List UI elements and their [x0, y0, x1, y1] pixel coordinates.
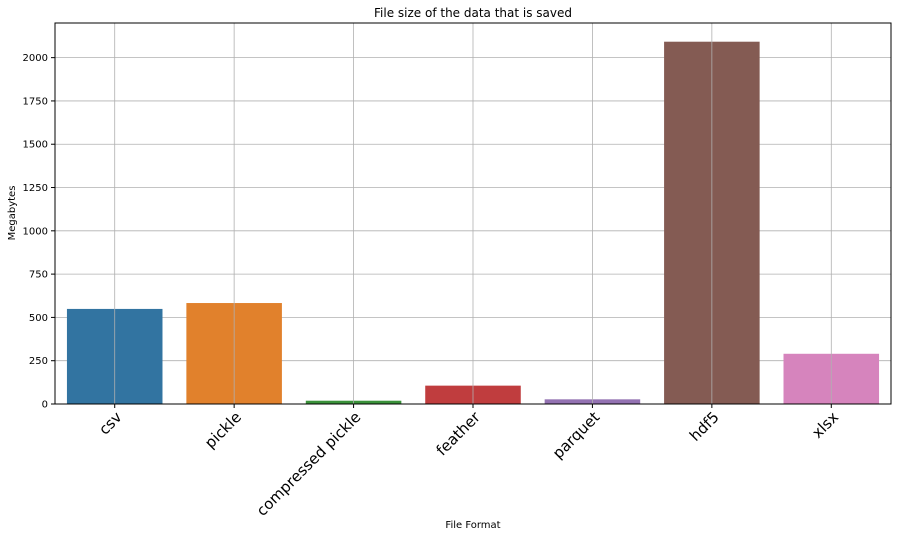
x-axis-label: File Format	[445, 520, 500, 531]
x-tick-label: compressed pickle	[253, 408, 365, 520]
y-tick-label: 1750	[23, 96, 48, 107]
x-tick-label: parquet	[549, 408, 603, 462]
chart-title: File size of the data that is saved	[374, 6, 572, 20]
y-axis-label: Megabytes	[7, 186, 18, 241]
x-tick-label: feather	[433, 408, 485, 460]
y-tick-label: 750	[29, 270, 48, 281]
y-tick-label: 500	[29, 313, 48, 324]
y-tick-label: 2000	[23, 53, 48, 64]
y-tick-label: 1250	[23, 183, 48, 194]
y-tick-label: 250	[29, 356, 48, 367]
y-tick-label: 1000	[23, 226, 48, 237]
y-tick-label: 0	[42, 400, 48, 411]
y-tick-label: 1500	[23, 140, 48, 151]
plot-frame	[54, 22, 892, 405]
x-tick-label: pickle	[201, 408, 245, 452]
x-tick-label: csv	[95, 408, 125, 438]
x-tick-label: xlsx	[808, 408, 842, 442]
x-tick-label: hdf5	[686, 408, 723, 445]
